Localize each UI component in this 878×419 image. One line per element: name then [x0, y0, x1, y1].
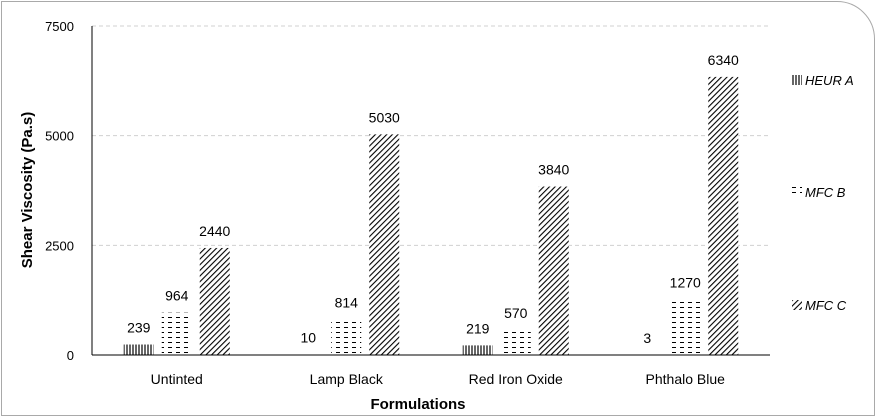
x-tick-label: Lamp Black: [310, 371, 384, 387]
legend-label-mfc-b: MFC B: [805, 185, 846, 200]
bar-heur-a-red-iron-oxide: [462, 345, 493, 355]
x-tick-label: Phthalo Blue: [646, 371, 726, 387]
bar-mfc-c-red-iron-oxide: [538, 186, 569, 355]
legend-label-heur-a: HEUR A: [805, 73, 854, 88]
data-label: 239: [127, 320, 151, 336]
y-axis-title: Shear Viscosity (Pa.s): [19, 112, 36, 268]
data-label: 3840: [538, 162, 569, 178]
bar-mfc-c-phthalo-blue: [708, 76, 739, 356]
data-label: 1270: [670, 274, 701, 290]
bars: [123, 76, 739, 356]
data-label: 570: [504, 305, 528, 321]
legend-swatch-heur-a: [792, 75, 802, 85]
x-axis-title: Formulations: [370, 396, 465, 413]
gridlines: [92, 25, 770, 246]
y-tick-label: 7500: [45, 19, 74, 34]
bar-heur-a-untinted: [123, 344, 154, 355]
y-tick-label: 5000: [45, 129, 74, 144]
y-tick-labels: 0 2500 5000 7500: [45, 19, 74, 363]
data-label: 2440: [199, 223, 230, 239]
data-label: 3: [643, 330, 651, 346]
data-label: 814: [335, 294, 359, 310]
data-label: 219: [466, 320, 490, 336]
x-tick-label: Red Iron Oxide: [469, 371, 563, 387]
bar-mfc-c-lamp-black: [369, 134, 400, 355]
data-labels: 239 964 2440 10 814 5030 219 570 3840 3 1270 6340: [127, 52, 739, 346]
bar-mfc-c-untinted: [199, 247, 230, 355]
data-label: 964: [165, 288, 189, 304]
bar-mfc-b-phthalo-blue: [670, 299, 701, 355]
data-label: 5030: [369, 109, 400, 125]
bar-mfc-b-untinted: [161, 312, 192, 355]
legend-swatch-mfc-b: [792, 187, 802, 197]
legend-swatch-mfc-c: [792, 300, 802, 310]
data-label: 10: [300, 330, 316, 346]
bar-mfc-b-lamp-black: [331, 319, 362, 355]
bar-mfc-b-red-iron-oxide: [500, 329, 531, 355]
category-labels: Untinted Lamp Black Red Iron Oxide Phthalo …: [151, 371, 725, 387]
y-tick-label: 2500: [45, 238, 74, 253]
x-tick-label: Untinted: [151, 371, 203, 387]
legend: HEUR A MFC B MFC C: [792, 73, 854, 313]
data-label: 6340: [708, 52, 739, 68]
legend-label-mfc-c: MFC C: [805, 298, 847, 313]
y-tick-label: 0: [67, 348, 74, 363]
